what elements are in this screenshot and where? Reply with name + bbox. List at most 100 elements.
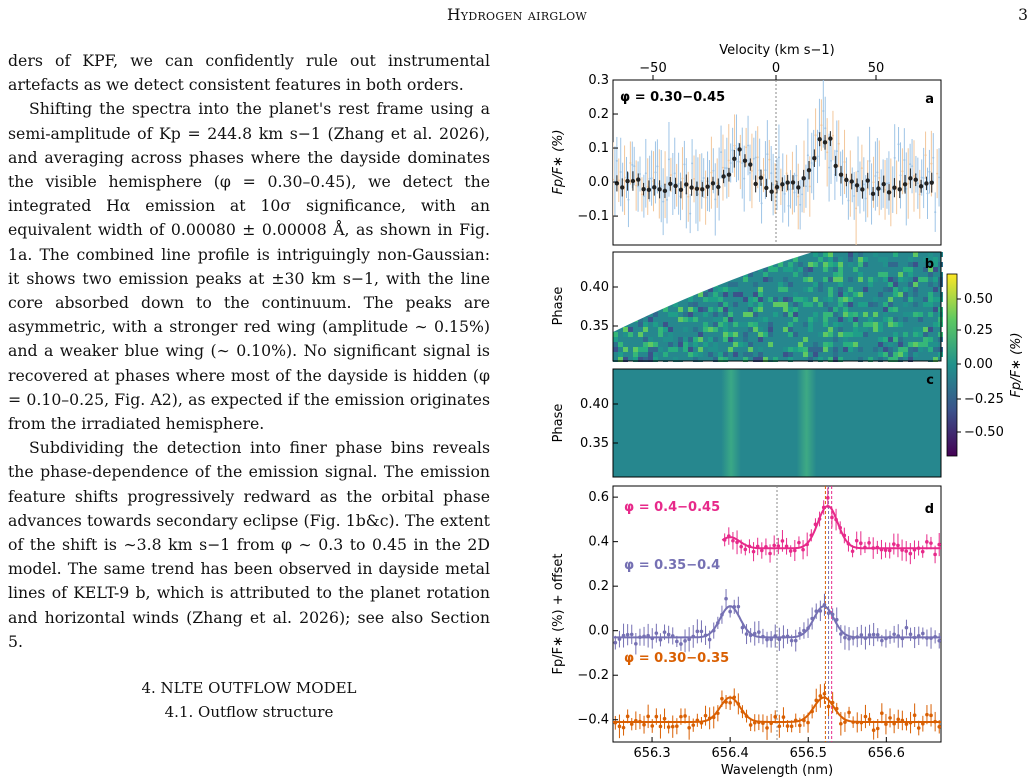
data-point	[658, 724, 663, 729]
data-point	[736, 702, 741, 706]
data-point	[826, 704, 831, 709]
binned-point	[908, 176, 913, 181]
data-point	[781, 715, 786, 719]
data-point	[695, 718, 700, 723]
data-point	[912, 635, 917, 640]
data-point	[768, 551, 772, 556]
binned-point	[721, 174, 726, 179]
data-point	[716, 711, 720, 716]
top-axis-label: Velocity (km s−1)	[719, 43, 835, 58]
data-point	[711, 715, 716, 720]
data-point	[658, 637, 663, 642]
data-point	[809, 533, 814, 538]
data-point	[863, 714, 868, 719]
data-point	[933, 552, 937, 557]
data-point	[720, 696, 724, 701]
panel-a-label: a	[925, 92, 934, 107]
data-point	[830, 515, 834, 520]
paragraph-2: Shifting the spectra into the planet's r…	[8, 99, 490, 434]
data-point	[846, 542, 851, 546]
binned-point	[929, 180, 934, 185]
data-point	[662, 716, 667, 721]
data-point	[740, 625, 745, 630]
running-title: Hydrogen airglow	[446, 6, 588, 24]
binned-point	[652, 185, 657, 190]
binned-point	[844, 177, 849, 183]
data-point	[867, 633, 872, 637]
panel-d-y-tick: 0.0	[588, 624, 609, 639]
data-point	[776, 544, 781, 548]
data-point	[793, 638, 798, 643]
data-point	[675, 639, 679, 644]
data-point	[847, 636, 851, 641]
binned-point	[886, 190, 892, 195]
data-point	[908, 720, 913, 725]
data-point	[817, 517, 822, 521]
top-tick-label: 0	[772, 61, 780, 76]
data-point	[818, 609, 823, 613]
data-point	[871, 728, 876, 733]
data-point	[937, 725, 941, 729]
binned-point	[769, 189, 774, 194]
data-point	[818, 694, 823, 698]
binned-point	[625, 178, 630, 184]
data-point	[916, 546, 921, 550]
binned-point	[854, 183, 860, 188]
binned-point	[716, 184, 721, 190]
data-point	[863, 545, 867, 550]
data-point	[793, 718, 798, 723]
data-point	[670, 634, 675, 638]
binned-point	[892, 185, 897, 190]
data-point	[666, 725, 671, 729]
data-point	[855, 635, 860, 639]
data-point	[822, 602, 827, 607]
data-point	[912, 713, 917, 718]
data-point	[722, 538, 727, 542]
page-number: 3	[1018, 6, 1028, 24]
data-point	[629, 632, 634, 637]
data-point	[880, 638, 884, 643]
data-point	[781, 635, 786, 639]
binned-point	[673, 183, 678, 189]
colorbar: 0.50 0.25 0.00 −0.25 −0.50 Fp/F∗ (%)	[946, 273, 1024, 457]
binned-point	[918, 184, 924, 189]
binned-point	[924, 181, 929, 186]
data-point	[826, 496, 830, 500]
data-point	[679, 642, 683, 646]
data-point	[793, 548, 797, 553]
panel-a: 0.3 0.2 0.1 0.0 −0.1 a φ = 0.30−0.45 Fp/F∗ (…	[551, 73, 942, 246]
top-tick-label: −50	[639, 61, 666, 76]
data-point	[908, 551, 913, 556]
data-point	[814, 698, 819, 703]
binned-point	[620, 185, 625, 190]
data-point	[752, 631, 757, 636]
x-tick-label: 656.5	[790, 746, 827, 761]
data-point	[826, 611, 831, 615]
data-point	[662, 630, 667, 634]
panel-a-y-tick: 0.1	[588, 141, 609, 156]
data-point	[744, 632, 749, 636]
panel-a-y-tick: −0.1	[577, 209, 609, 224]
data-point	[810, 709, 814, 714]
binned-point	[833, 163, 838, 169]
data-point	[925, 636, 929, 640]
data-point	[724, 700, 728, 704]
data-point	[887, 548, 892, 553]
data-point	[727, 534, 731, 538]
data-point	[802, 628, 806, 633]
binned-point	[636, 177, 641, 182]
series-label-pink: φ = 0.4−0.45	[624, 500, 720, 515]
data-point	[798, 723, 802, 728]
data-point	[646, 714, 650, 719]
panel-a-y-label: Fp/F∗ (%)	[551, 129, 566, 194]
data-point	[784, 544, 789, 549]
subsection-heading: 4.1. Outflow structure	[164, 703, 334, 722]
data-point	[695, 629, 700, 634]
binned-point	[865, 178, 870, 183]
data-point	[937, 542, 941, 547]
binned-point	[705, 184, 710, 189]
binned-point	[774, 184, 780, 190]
data-point	[646, 633, 650, 638]
data-point	[821, 505, 826, 510]
data-point	[859, 633, 864, 637]
